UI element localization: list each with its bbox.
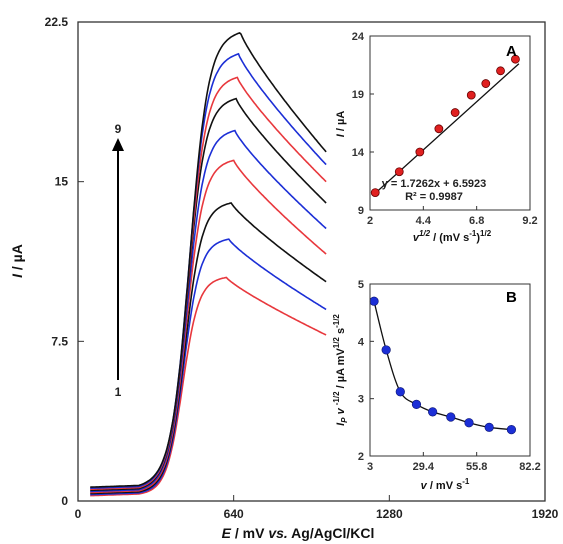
scan-rate-arrow: 9 1	[112, 122, 124, 399]
inset-b-point	[446, 412, 456, 422]
inset-a-y-tick-label: 9	[358, 205, 364, 217]
inset-b-point	[381, 345, 391, 355]
inset-a-point	[511, 54, 520, 64]
arrow-head-icon	[112, 138, 124, 151]
inset-a-y-tick-label: 19	[352, 89, 364, 101]
inset-b-y-axis-label: IP v -1/2 / µA mV1/2 s-1/2	[332, 314, 349, 426]
inset-a-x-axis-label: v1/2 / (mV s-1)1/2	[413, 229, 492, 244]
inset-b-point	[506, 425, 517, 435]
y-label-symbol: I	[9, 273, 25, 278]
inset-a-point	[450, 108, 460, 117]
inset-a-point	[481, 79, 491, 88]
voltammogram-curve	[90, 31, 327, 488]
inset-a-chart: 2 4.4 6.8 9.2 9 14 19 24 A y = 1.7262x + 6.592…	[335, 31, 538, 244]
inset-b-x-axis-label: v / mV s-1	[421, 477, 470, 492]
inset-b-point	[395, 387, 405, 397]
inset-b-point	[369, 296, 379, 306]
inset-b-x-ticks: 3 29.4 55.8 82.2	[367, 452, 541, 473]
inset-b-point	[428, 407, 438, 417]
inset-b-x-tick-label: 29.4	[413, 461, 435, 473]
inset-a-x-tick-label: 4.4	[416, 215, 432, 227]
main-y-tick-label: 7.5	[51, 334, 68, 348]
main-x-ticks: 0 640 1280 1920	[75, 495, 559, 521]
voltammogram-curve	[90, 276, 327, 497]
inset-b-panel-label: B	[506, 289, 517, 306]
inset-a-y-ticks: 9 14 19 24	[352, 31, 374, 217]
inset-b-y-ticks: 2 3 4 5	[358, 279, 374, 463]
inset-a-x-tick-label: 6.8	[469, 215, 484, 227]
main-y-tick-label: 22.5	[45, 15, 69, 29]
inset-b-y-tick-label: 4	[358, 336, 365, 348]
inset-b-points	[369, 296, 517, 435]
inset-b-background	[366, 284, 534, 456]
arrow-label-top: 9	[115, 122, 122, 136]
voltammogram-curve	[90, 202, 327, 495]
voltammogram-curve	[90, 52, 327, 489]
inset-a-x-tick-label: 2	[367, 215, 373, 227]
voltammogram-curve	[90, 159, 327, 494]
x-label-symbol: E	[222, 525, 232, 541]
inset-a-y-axis-label: I / µA	[335, 111, 347, 138]
inset-a-points	[370, 54, 520, 198]
inset-b-x-tick-label: 3	[367, 461, 373, 473]
inset-a-x-tick-label: 9.2	[522, 215, 537, 227]
main-x-tick-label: 1280	[376, 507, 403, 521]
main-y-axis-label: I / µA	[9, 244, 25, 278]
main-x-tick-label: 640	[224, 507, 244, 521]
inset-a-point	[415, 147, 425, 157]
inset-a-x-ticks: 2 4.4 6.8 9.2	[367, 206, 538, 227]
voltammogram-curve	[90, 238, 327, 496]
x-label-reference: Ag/AgCl/KCl	[288, 525, 375, 541]
inset-a-panel-label: A	[506, 43, 517, 60]
inset-a-point	[394, 167, 404, 177]
inset-b-point	[484, 422, 494, 432]
main-x-axis-label: E / mV vs. Ag/AgCl/KCl	[222, 525, 375, 541]
main-y-ticks: 0 7.5 15 22.5	[45, 15, 84, 508]
inset-a-point	[370, 188, 380, 198]
inset-b-x-tick-label: 82.2	[519, 461, 540, 473]
inset-a-y-tick-label: 24	[352, 31, 365, 43]
main-x-tick-label: 1920	[532, 507, 559, 521]
inset-a-point	[466, 90, 476, 100]
voltammogram-curve	[90, 97, 327, 492]
inset-a-equation: y = 1.7262x + 6.5923	[382, 178, 487, 190]
inset-b-x-tick-label: 55.8	[466, 461, 487, 473]
y-label-unit: / µA	[9, 244, 25, 274]
voltammogram-curve	[90, 129, 327, 493]
main-y-tick-label: 0	[61, 494, 68, 508]
inset-a-point	[496, 66, 505, 76]
inset-a-r-squared: R² = 0.9987	[405, 191, 463, 203]
voltammogram-curves	[90, 31, 327, 497]
inset-b-y-tick-label: 2	[358, 451, 364, 463]
voltammogram-curve	[90, 76, 327, 491]
inset-b-y-tick-label: 3	[358, 394, 364, 406]
main-plot-frame	[77, 21, 546, 502]
inset-a-frame	[369, 35, 531, 211]
inset-a-point	[434, 124, 444, 134]
arrow-label-bottom: 1	[115, 385, 122, 399]
inset-b-point	[464, 418, 474, 428]
inset-a-y-tick-label: 14	[352, 147, 365, 159]
main-y-tick-label: 15	[55, 175, 69, 189]
x-label-vs: vs.	[268, 525, 287, 541]
inset-a-background	[366, 36, 534, 210]
main-x-tick-label: 0	[75, 507, 82, 521]
inset-b-frame	[369, 283, 531, 457]
inset-b-y-tick-label: 5	[358, 279, 364, 291]
inset-b-point	[411, 399, 422, 410]
x-label-unit: / mV	[231, 525, 268, 541]
